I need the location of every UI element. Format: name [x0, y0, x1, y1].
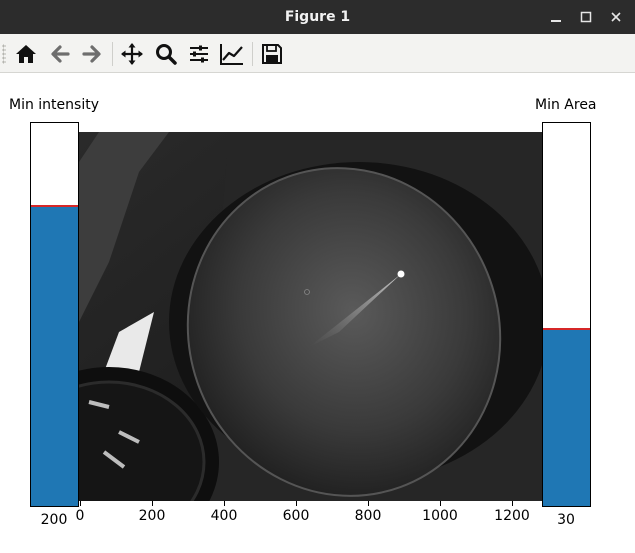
- min-area-slider-marker[interactable]: [543, 328, 590, 330]
- back-arrow-icon: [51, 45, 70, 63]
- forward-button[interactable]: [78, 40, 106, 68]
- save-button[interactable]: [258, 40, 286, 68]
- forward-arrow-icon: [82, 45, 101, 63]
- minimize-icon: [551, 20, 561, 22]
- home-icon: [16, 45, 36, 63]
- zoom-button[interactable]: [152, 40, 180, 68]
- configure-subplots-button[interactable]: [185, 40, 213, 68]
- min-area-label: Min Area: [535, 97, 597, 113]
- edit-axes-button[interactable]: [218, 40, 246, 68]
- min-intensity-value: 200: [40, 512, 68, 528]
- min-intensity-label: Min intensity: [9, 97, 99, 113]
- x-tick-label: 600: [282, 508, 310, 524]
- x-tick-label: 200: [138, 508, 166, 524]
- x-tick-mark: [80, 501, 81, 506]
- x-tick-mark: [440, 501, 441, 506]
- min-area-value: 30: [557, 512, 575, 528]
- window-title-bar[interactable]: Figure 1: [0, 0, 635, 34]
- home-button[interactable]: [12, 40, 40, 68]
- floppy-disk-icon: [262, 44, 282, 64]
- close-icon: [611, 12, 621, 22]
- x-tick-mark: [296, 501, 297, 506]
- navigation-toolbar: [0, 34, 635, 73]
- move-icon: [121, 43, 143, 65]
- toolbar-grip: [2, 44, 6, 64]
- min-intensity-slider-marker[interactable]: [31, 205, 78, 207]
- min-intensity-slider-fill: [31, 206, 78, 506]
- min-intensity-slider[interactable]: [30, 122, 79, 507]
- pan-button[interactable]: [118, 40, 146, 68]
- toolbar-separator: [252, 42, 253, 66]
- camera-image[interactable]: [79, 132, 542, 501]
- x-tick-label: 1200: [494, 508, 530, 524]
- x-tick-mark: [152, 501, 153, 506]
- window-title: Figure 1: [284, 9, 351, 25]
- toolbar-separator: [112, 42, 113, 66]
- x-tick-mark: [224, 501, 225, 506]
- camera-image-picture: [79, 132, 542, 501]
- x-tick-label: 800: [354, 508, 382, 524]
- x-tick-label: 400: [210, 508, 238, 524]
- x-tick-mark: [512, 501, 513, 506]
- sliders-icon: [190, 45, 208, 63]
- x-tick-mark: [368, 501, 369, 506]
- close-button[interactable]: [603, 0, 629, 34]
- maximize-icon: [580, 11, 592, 23]
- min-area-slider-fill: [543, 329, 590, 506]
- x-tick-label: 0: [75, 508, 85, 524]
- min-area-slider[interactable]: [542, 122, 591, 507]
- maximize-button[interactable]: [573, 0, 599, 34]
- back-button[interactable]: [46, 40, 74, 68]
- magnifier-icon: [156, 44, 177, 65]
- line-chart-icon: [220, 44, 243, 65]
- minimize-button[interactable]: [543, 0, 569, 34]
- x-tick-label: 1000: [422, 508, 458, 524]
